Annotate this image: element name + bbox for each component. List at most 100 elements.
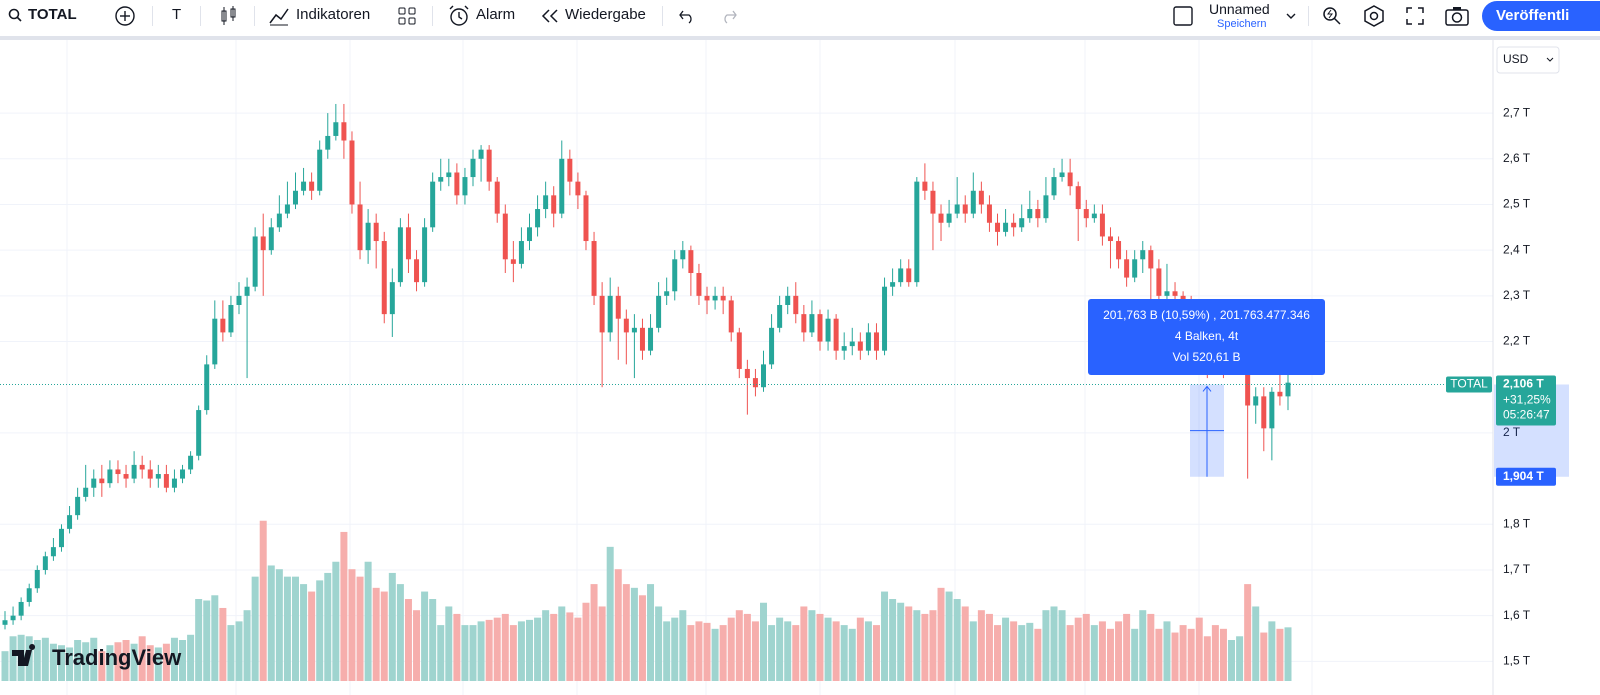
indicators-icon[interactable]	[268, 5, 290, 27]
candle-body	[430, 181, 436, 228]
candle-body	[325, 135, 331, 150]
candle-body	[1172, 291, 1178, 296]
candle-body	[599, 295, 605, 333]
candle-body	[414, 259, 420, 283]
quick-search[interactable]	[1320, 4, 1344, 28]
volume-bar	[1155, 628, 1163, 681]
volume-bar	[332, 561, 340, 681]
candle-body	[938, 213, 944, 223]
volume-bar	[929, 610, 937, 681]
save-status[interactable]: Speichern	[1217, 18, 1267, 30]
candle-body	[252, 236, 258, 287]
candle-body	[793, 295, 799, 315]
candle-body	[995, 222, 1001, 232]
volume-bar	[921, 613, 929, 681]
volume-bar	[1123, 613, 1131, 681]
volume-bar	[1147, 613, 1155, 681]
interval[interactable]: T	[172, 6, 182, 23]
volume-bar	[195, 599, 203, 681]
candle-body	[236, 295, 242, 305]
currency-menu	[1546, 57, 1554, 62]
publish-button[interactable]: Veröffentli	[1482, 1, 1600, 31]
candle-body	[50, 547, 56, 557]
candle-body	[777, 304, 783, 328]
candle-body	[163, 474, 169, 488]
volume-bar	[1090, 625, 1098, 681]
volume-bar	[743, 613, 751, 681]
replay[interactable]: Wiedergabe	[565, 6, 646, 23]
volume-bar	[1171, 632, 1179, 681]
candle-body	[575, 181, 581, 196]
candle-body	[494, 181, 500, 214]
candle-body	[292, 190, 298, 205]
alarm[interactable]: Alarm	[476, 6, 516, 23]
volume-bar	[162, 643, 170, 681]
add-symbol[interactable]	[114, 5, 136, 27]
volume-bar	[170, 637, 178, 681]
templates[interactable]	[397, 5, 417, 27]
volume-bar	[267, 565, 275, 681]
separator	[152, 6, 153, 26]
candle-body	[736, 332, 742, 369]
candle-body	[220, 318, 226, 333]
volume-bar	[380, 591, 388, 681]
y-tick-label: 2,4 T	[1503, 242, 1531, 256]
price-label-box	[1496, 375, 1556, 426]
volume-bar	[348, 569, 356, 681]
replay-icon[interactable]	[540, 8, 560, 24]
volume-bar	[1179, 625, 1187, 681]
candle-body	[704, 295, 710, 301]
volume-bar	[1252, 606, 1260, 681]
candle-body	[1132, 259, 1138, 278]
volume-bar	[187, 634, 195, 681]
currency-box[interactable]	[1496, 46, 1560, 74]
volume-bar	[590, 584, 598, 681]
currency[interactable]: USD	[1503, 52, 1529, 66]
volume-bar	[203, 600, 211, 681]
candle-body	[155, 474, 161, 479]
candle-body	[365, 222, 371, 251]
separator	[1308, 6, 1309, 26]
fullscreen[interactable]	[1404, 5, 1426, 27]
search-icon[interactable]	[8, 8, 22, 24]
measure-bars: 4 Balken, 4t	[1174, 329, 1239, 343]
volume-bar	[1163, 621, 1171, 681]
volume-bar	[534, 617, 542, 681]
candle-body	[1067, 172, 1073, 187]
candle-body	[91, 478, 97, 488]
redo[interactable]	[720, 7, 738, 25]
symbol[interactable]: TOTAL	[28, 6, 77, 23]
layout-name[interactable]: Unnamed	[1209, 1, 1270, 17]
volume-bar	[469, 625, 477, 681]
candle-body	[712, 295, 718, 301]
candle-body	[623, 318, 629, 333]
candle-body	[405, 227, 411, 260]
y-tick-label: 1,6 T	[1503, 608, 1531, 622]
measure-change: 201,763 B (10,59%) , 201.763.477.346	[1103, 308, 1310, 322]
chart-type[interactable]	[219, 5, 239, 27]
settings[interactable]	[1362, 4, 1386, 28]
indicators[interactable]: Indikatoren	[296, 6, 371, 23]
candle-body	[890, 282, 896, 287]
volume-bar	[558, 606, 566, 681]
candle-body	[1277, 391, 1283, 397]
candle-body	[615, 295, 621, 319]
candle-body	[543, 195, 549, 210]
volume-bar	[1260, 632, 1268, 681]
snapshot[interactable]	[1444, 5, 1470, 27]
volume-bar	[275, 569, 283, 681]
undo[interactable]	[678, 7, 696, 25]
layout-icon[interactable]	[1172, 5, 1194, 27]
volume-bar	[598, 606, 606, 681]
candle-body	[680, 250, 686, 260]
alarm-icon[interactable]	[447, 4, 471, 28]
volume-bar	[760, 602, 768, 681]
layout-menu[interactable]	[1285, 10, 1297, 22]
candle-body	[1253, 396, 1259, 406]
candle-body	[1124, 259, 1130, 278]
candle-body	[631, 327, 637, 333]
candle-body	[978, 190, 984, 205]
volume-bar	[1106, 628, 1114, 681]
volume-bar	[122, 640, 130, 681]
